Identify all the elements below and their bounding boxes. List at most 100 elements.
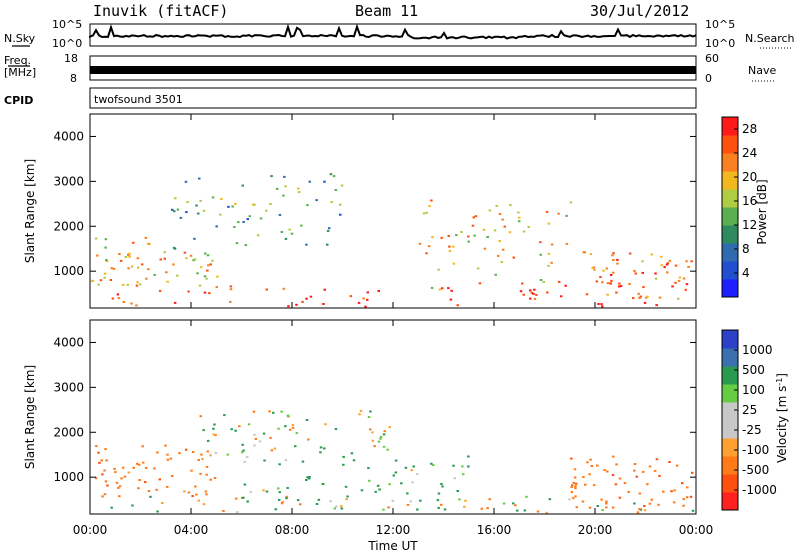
velocity-cell — [269, 436, 272, 439]
power-cell — [512, 256, 515, 259]
y-tick-label: 2000 — [53, 425, 84, 439]
power-cell — [124, 256, 127, 258]
velocity-cell — [305, 419, 309, 421]
velocity-cell — [376, 484, 380, 487]
power-cell — [237, 221, 240, 224]
power-cell — [216, 275, 219, 278]
power-cell — [533, 288, 536, 291]
power-cell — [522, 293, 525, 296]
power-cell — [197, 212, 200, 215]
power-colorbar-segment — [722, 225, 738, 244]
velocity-cell — [319, 446, 323, 449]
power-cell — [527, 226, 530, 228]
velocity-cell — [262, 432, 266, 435]
velocity-cell — [273, 447, 277, 450]
power-cell — [174, 197, 177, 200]
velocity-colorbar-tick-label: 1000 — [742, 343, 773, 357]
power-cell — [259, 217, 263, 220]
velocity-cell — [360, 489, 364, 492]
power-cell — [103, 276, 106, 279]
y-tick-label: 2000 — [53, 219, 84, 233]
power-cell — [476, 267, 480, 270]
velocity-cell — [100, 459, 103, 462]
velocity-cell — [582, 476, 585, 478]
power-cell — [539, 241, 542, 244]
power-cell — [418, 242, 422, 245]
power-cell — [227, 205, 230, 208]
velocity-cell — [512, 502, 515, 505]
velocity-cell — [633, 502, 636, 505]
velocity-cell — [98, 461, 101, 464]
velocity-cell — [453, 477, 456, 480]
power-cell — [565, 242, 569, 245]
y-tick-label: 4000 — [53, 335, 84, 349]
power-cell — [483, 247, 487, 250]
velocity-colorbar-tick-label: -1000 — [742, 483, 777, 497]
velocity-cell — [586, 461, 589, 464]
power-cell — [449, 298, 453, 301]
power-cell — [616, 258, 619, 261]
velocity-cell — [638, 508, 641, 511]
velocity-cell — [238, 425, 241, 428]
power-cell — [211, 196, 215, 199]
power-cell — [99, 279, 103, 282]
power-cell — [494, 273, 497, 276]
power-cell — [219, 213, 222, 216]
velocity-cell — [178, 452, 181, 455]
velocity-cell — [155, 488, 158, 491]
velocity-cell — [209, 478, 212, 481]
power-cell — [241, 184, 244, 187]
power-cell — [172, 263, 175, 266]
x-tick-label: 08:00 — [275, 523, 310, 537]
velocity-colorbar-segment — [722, 366, 738, 385]
power-cell — [199, 266, 203, 269]
velocity-cell — [169, 457, 172, 460]
power-cell — [593, 269, 596, 271]
velocity-cell — [305, 479, 308, 481]
velocity-cell — [437, 506, 440, 509]
power-cell — [144, 236, 148, 239]
velocity-cell — [164, 444, 167, 447]
velocity-colorbar-segment — [722, 420, 738, 439]
x-axis-label: Time UT — [367, 539, 418, 553]
velocity-cell — [452, 464, 455, 467]
velocity-cell — [441, 485, 444, 488]
freq-tick-top: 18 — [64, 52, 78, 65]
power-cell — [229, 300, 232, 303]
velocity-colorbar-tick-label: -500 — [742, 463, 769, 477]
velocity-cell — [359, 409, 363, 412]
power-cell — [452, 262, 456, 265]
velocity-cell — [411, 481, 414, 484]
power-cell — [539, 253, 542, 256]
power-cell — [284, 185, 287, 188]
velocity-cell — [324, 423, 327, 426]
power-cell — [557, 212, 560, 215]
velocity-cell — [670, 490, 673, 493]
velocity-cell — [236, 511, 239, 514]
velocity-cell — [105, 459, 108, 462]
velocity-cell — [334, 428, 338, 431]
power-cell — [211, 259, 214, 262]
power-colorbar-segment — [722, 171, 738, 190]
velocity-cell — [686, 486, 689, 489]
velocity-cell — [156, 451, 159, 454]
power-cell — [474, 215, 478, 218]
power-cell — [198, 284, 202, 287]
velocity-cell — [648, 465, 652, 468]
power-cell — [186, 201, 189, 204]
velocity-cell — [249, 490, 252, 493]
power-cell — [637, 292, 640, 295]
velocity-colorbar-segment — [722, 330, 738, 349]
velocity-cell — [252, 410, 256, 413]
power-cell — [508, 231, 512, 234]
power-cell — [158, 289, 162, 292]
velocity-cell — [382, 433, 386, 436]
velocity-cell — [104, 448, 107, 451]
power-cell — [450, 289, 453, 292]
velocity-cell — [639, 508, 643, 511]
power-cell — [685, 283, 689, 286]
velocity-cell — [386, 448, 389, 451]
power-cell — [130, 302, 133, 305]
velocity-cell — [373, 445, 376, 448]
